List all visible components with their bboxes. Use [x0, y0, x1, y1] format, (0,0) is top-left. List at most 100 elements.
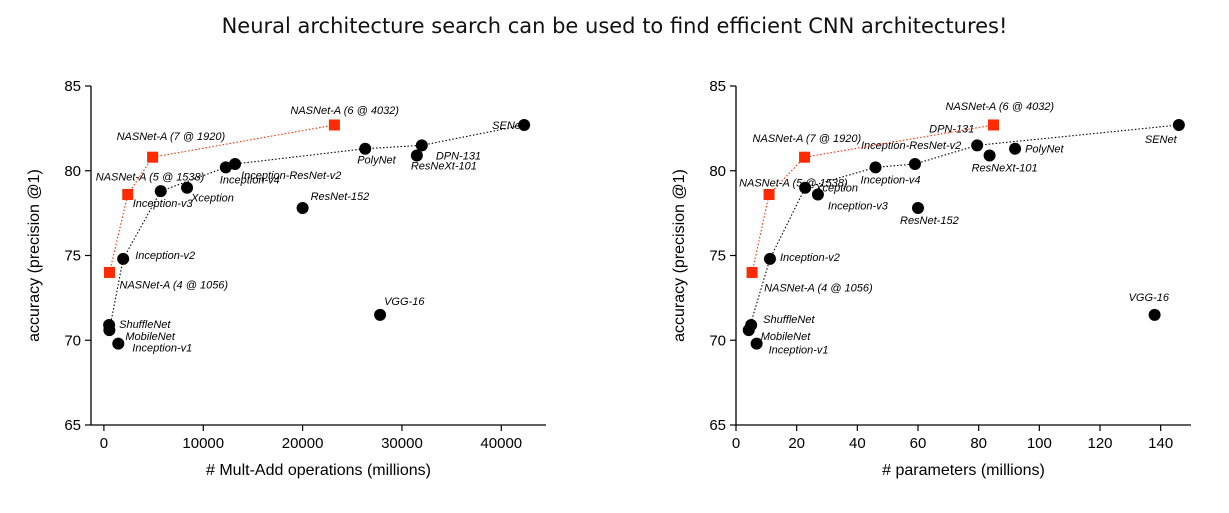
y-tick-label: 65 — [64, 417, 81, 434]
x-axis-title: # parameters (millions) — [882, 462, 1045, 479]
point-vgg-16 — [1148, 308, 1161, 321]
x-tick-label: 100 — [1027, 435, 1052, 452]
x-tick-label: 20 — [788, 435, 805, 452]
data-label-nasnet-a-5-1538: NASNet-A (5 @ 1538) — [739, 177, 848, 189]
y-tick-label: 70 — [64, 332, 81, 349]
point-xception — [181, 181, 194, 194]
data-label-resnet-152: ResNet-152 — [900, 215, 959, 227]
data-label-shufflenet: ShuffleNet — [763, 314, 815, 326]
point-resnext-101 — [410, 149, 423, 162]
data-label-nasnet-a-6-4032: NASNet-A (6 @ 4032) — [290, 105, 399, 117]
data-label-dpn-131: DPN-131 — [436, 150, 481, 162]
data-label-nasnet-a-5-1538: NASNet-A (5 @ 1538) — [96, 171, 205, 183]
data-label-nasnet-a-7-1920: NASNet-A (7 @ 1920) — [117, 131, 226, 143]
point-inception-resnet-v2 — [229, 157, 242, 170]
data-label-inception-v4: Inception-v4 — [220, 174, 280, 186]
data-label-resnext-101: ResNeXt-101 — [972, 162, 1038, 174]
point-inception-v3 — [154, 185, 167, 198]
data-label-polynet: PolyNet — [357, 155, 396, 167]
x-tick-label: 0 — [100, 435, 108, 452]
point-dpn-131 — [971, 139, 984, 152]
point-polynet — [359, 142, 372, 155]
x-tick-label: 0 — [732, 435, 740, 452]
y-axis-title: accuracy (precision @1) — [671, 169, 688, 342]
nasnet-point-nasnet-a-5-1538 — [763, 188, 775, 200]
point-inception-v2 — [763, 252, 776, 265]
nasnet-frontier-line — [108, 124, 335, 273]
point-inception-v2 — [117, 252, 130, 265]
data-label-inception-v2: Inception-v2 — [780, 252, 840, 264]
y-tick-label: 85 — [64, 78, 81, 95]
data-label-vgg-16: VGG-16 — [384, 296, 425, 308]
data-label-nasnet-a-4-1056: NASNet-A (4 @ 1056) — [120, 279, 229, 291]
data-label-senet: SENet — [1145, 134, 1178, 146]
point-vgg-16 — [374, 308, 387, 321]
y-tick-label: 65 — [709, 417, 726, 434]
point-senet — [518, 118, 531, 131]
point-xception — [799, 181, 812, 194]
nasnet-point-nasnet-a-7-1920 — [147, 151, 159, 163]
x-tick-label: 40000 — [480, 435, 522, 452]
point-mobilenet — [103, 324, 116, 337]
point-resnext-101 — [983, 149, 996, 162]
point-inception-v4 — [869, 161, 882, 174]
nasnet-point-nasnet-a-5-1538 — [122, 188, 134, 200]
x-tick-label: 120 — [1087, 435, 1112, 452]
point-inception-v1 — [750, 337, 763, 350]
page-title: Neural architecture search can be used t… — [221, 14, 1008, 38]
data-label-xception: Xception — [814, 183, 858, 195]
y-tick-label: 75 — [64, 248, 81, 265]
data-label-inception-v3: Inception-v3 — [828, 200, 889, 212]
x-axis-title: # Mult-Add operations (millions) — [206, 462, 431, 479]
x-tick-label: 60 — [910, 435, 927, 452]
point-resnet-152 — [912, 202, 924, 215]
data-label-nasnet-a-7-1920: NASNet-A (7 @ 1920) — [753, 133, 862, 145]
data-label-polynet: PolyNet — [1025, 144, 1064, 156]
data-label-inception-v3: Inception-v3 — [133, 198, 194, 210]
point-inception-v4 — [219, 161, 232, 174]
data-label-nasnet-a-4-1056: NASNet-A (4 @ 1056) — [764, 282, 873, 294]
data-label-mobilenet: MobileNet — [761, 331, 811, 343]
data-label-resnet-152: ResNet-152 — [311, 191, 370, 203]
chart-parameters: 65 70 75 80 85 0 20 40 60 80 100 120 140 # parameters… — [671, 78, 1191, 479]
y-tick-label: 75 — [709, 248, 726, 265]
y-axis-title: accuracy (precision @1) — [26, 169, 43, 342]
x-tick-label: 140 — [1148, 435, 1173, 452]
chart-mult-adds: 65 70 75 80 85 0 10000 20000 30000 40000 # Mult-Ad… — [26, 78, 546, 479]
data-label-inception-v2: Inception-v2 — [135, 250, 195, 262]
y-tick-label: 70 — [709, 332, 726, 349]
x-tick-label: 20000 — [282, 435, 324, 452]
x-tick-label: 80 — [970, 435, 987, 452]
nasnet-point-nasnet-a-6-4032 — [988, 119, 1000, 131]
x-tick-label: 10000 — [182, 435, 224, 452]
nasnet-point-nasnet-a-4-1056 — [104, 266, 116, 278]
nasnet-point-nasnet-a-4-1056 — [746, 266, 758, 278]
data-label-inception-v1: Inception-v1 — [132, 343, 192, 355]
data-label-inception-v4: Inception-v4 — [861, 174, 921, 186]
data-label-resnext-101: ResNeXt-101 — [411, 160, 477, 172]
nasnet-point-nasnet-a-7-1920 — [799, 151, 811, 163]
data-label-shufflenet: ShuffleNet — [119, 319, 171, 331]
data-label-mobilenet: MobileNet — [125, 331, 175, 343]
y-tick-label: 80 — [64, 163, 81, 180]
point-senet — [1172, 118, 1185, 131]
point-resnet-152 — [296, 202, 309, 215]
data-label-inception-resnet-v2: Inception-ResNet-v2 — [861, 140, 961, 152]
y-tick-label: 85 — [709, 78, 726, 95]
data-label-vgg-16: VGG-16 — [1129, 292, 1170, 304]
point-dpn-131 — [415, 139, 428, 152]
nasnet-frontier-line — [751, 124, 994, 273]
data-label-dpn-131: DPN-131 — [929, 123, 974, 135]
x-tick-label: 30000 — [381, 435, 423, 452]
data-label-nasnet-a-6-4032: NASNet-A (6 @ 4032) — [946, 101, 1055, 113]
data-label-senet: SENet — [492, 120, 525, 132]
data-label-xception: Xception — [190, 193, 234, 205]
point-inception-v3 — [811, 188, 824, 201]
point-inception-v1 — [112, 337, 125, 350]
point-inception-resnet-v2 — [908, 157, 921, 170]
data-label-inception-v1: Inception-v1 — [769, 345, 829, 357]
point-polynet — [1009, 142, 1022, 155]
nasnet-point-nasnet-a-6-4032 — [328, 119, 340, 131]
y-tick-label: 80 — [709, 163, 726, 180]
point-mobilenet — [742, 324, 755, 337]
